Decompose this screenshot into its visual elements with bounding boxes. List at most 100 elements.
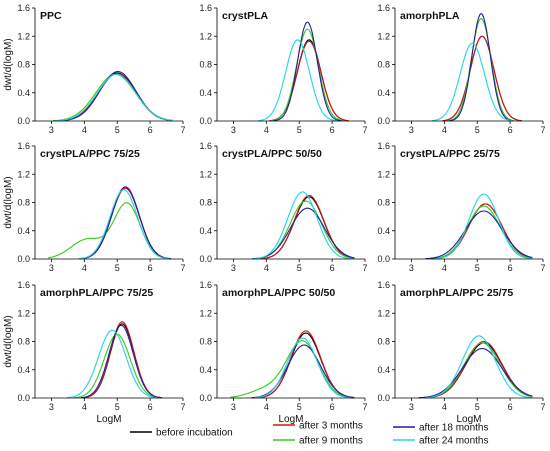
y-axis-label: dwt/d(logM) [3, 176, 14, 228]
series-line-after-9-months [48, 202, 170, 260]
x-axis-label: LogM [96, 414, 121, 425]
x-tick-label: 3 [231, 125, 236, 135]
legend-label: after 3 months [299, 421, 363, 432]
y-tick-label: 0.8 [17, 60, 30, 70]
y-tick-label: 0.0 [377, 254, 390, 264]
series-line-after-18-months [251, 344, 355, 399]
x-tick-label: 4 [82, 125, 87, 135]
x-tick-label: 5 [115, 402, 120, 412]
series-line-after-24-months [425, 335, 533, 399]
panel-curves [53, 71, 173, 122]
x-tick-label: 5 [297, 402, 302, 412]
series-line-before-incubation [82, 323, 162, 399]
series-line-after-3-months [257, 330, 355, 399]
panel-title: crystPLA/PPC 75/25 [40, 148, 140, 160]
x-tick-label: 3 [231, 263, 236, 273]
y-tick-label: 1.2 [377, 308, 390, 318]
x-tick-label: 7 [362, 402, 367, 412]
series-line-after-24-months [431, 42, 513, 122]
x-tick-label: 5 [115, 263, 120, 273]
panel-title: amorphPLA/PPC 75/25 [40, 287, 153, 299]
y-tick-label: 1.6 [377, 280, 390, 290]
y-tick-label: 0.8 [377, 60, 390, 70]
panel-title: amorphPLA [400, 10, 460, 22]
series-line-after-24-months [253, 191, 352, 260]
y-tick-label: 0.8 [199, 60, 212, 70]
panel-curves [258, 21, 349, 122]
y-tick-label: 0.0 [199, 254, 212, 264]
y-tick-label: 0.8 [17, 198, 30, 208]
series-line-after-18-months [252, 207, 355, 260]
series-line-before-incubation [442, 35, 522, 122]
series-line-after-18-months [418, 348, 533, 399]
y-tick-label: 0.0 [17, 254, 30, 264]
y-tick-label: 0.8 [377, 198, 390, 208]
y-tick-label: 0.4 [17, 226, 30, 236]
panel-title: crystPLA/PPC 50/50 [222, 148, 322, 160]
panel-curves [418, 335, 533, 399]
panel-title: amorphPLA/PPC 25/75 [400, 287, 513, 299]
series-line-after-3-months [269, 40, 349, 122]
series-line-after-9-months [431, 205, 533, 260]
y-tick-label: 0.4 [17, 88, 30, 98]
x-tick-label: 7 [180, 402, 185, 412]
y-tick-label: 0.8 [17, 337, 30, 347]
y-tick-label: 1.6 [17, 141, 30, 151]
panel-amorphpla-ppc-75-25: 3 4 5 6 7 0.0 0.4 0.8 1.2 1.6 amorphPLA/PPC 75/25 d… [3, 280, 186, 425]
x-tick-label: 6 [508, 402, 513, 412]
panel-crystpla-ppc-75-25: 3 4 5 6 7 0.0 0.4 0.8 1.2 1.6 crystPLA/PPC 75/25 dw… [3, 141, 186, 273]
legend-item-before-incubation: before incubation [130, 428, 233, 439]
series-line-before-incubation [58, 72, 173, 122]
x-tick-label: 3 [409, 402, 414, 412]
legend-item-after-3-months: after 3 months [273, 421, 363, 432]
x-tick-label: 4 [264, 402, 269, 412]
series-line-after-9-months [53, 73, 173, 122]
y-tick-label: 0.0 [199, 393, 212, 403]
x-tick-label: 6 [330, 125, 335, 135]
series-line-after-24-months [67, 329, 158, 399]
panel-title: crystPLA/PPC 25/75 [400, 148, 500, 160]
y-tick-label: 0.8 [199, 337, 212, 347]
x-tick-label: 3 [49, 263, 54, 273]
x-tick-label: 7 [540, 125, 545, 135]
x-axis-label: LogM [456, 414, 481, 425]
y-tick-label: 0.8 [377, 337, 390, 347]
x-tick-label: 7 [180, 125, 185, 135]
y-tick-label: 0.4 [377, 226, 390, 236]
y-tick-label: 1.2 [199, 308, 212, 318]
panel-crystpla-ppc-25-75: 3 4 5 6 7 0.0 0.4 0.8 1.2 1.6 crystPLA/PPC 25/75 [377, 141, 545, 273]
x-tick-label: 7 [540, 263, 545, 273]
panel-amorphpla: 3 4 5 6 7 0.0 0.4 0.8 1.2 1.6 amorphPLA [377, 3, 545, 135]
x-tick-label: 6 [148, 125, 153, 135]
y-tick-label: 1.2 [17, 31, 30, 41]
series-line-after-18-months [273, 21, 342, 122]
y-tick-label: 1.2 [17, 308, 30, 318]
series-line-after-3-months [80, 187, 171, 260]
x-tick-label: 3 [409, 125, 414, 135]
series-line-after-9-months [423, 342, 533, 399]
y-tick-label: 1.6 [199, 3, 212, 13]
x-tick-label: 7 [362, 125, 367, 135]
panel-ppc: 3 4 5 6 7 0.0 0.4 0.8 1.2 1.6 PPC dwt/d(logM) [3, 3, 186, 135]
x-tick-label: 4 [264, 263, 269, 273]
y-tick-label: 0.4 [377, 88, 390, 98]
series-line-after-24-months [78, 189, 170, 260]
x-tick-label: 5 [475, 263, 480, 273]
series-line-after-18-months [80, 186, 171, 260]
series-line-before-incubation [425, 342, 533, 399]
y-tick-label: 1.6 [199, 141, 212, 151]
series-line-after-3-months [442, 35, 522, 122]
x-tick-label: 4 [442, 402, 447, 412]
legend-item-after-9-months: after 9 months [273, 436, 363, 447]
legend-item-after-24-months: after 24 months [393, 436, 488, 447]
legend-label: after 24 months [419, 436, 488, 447]
panel-curves [425, 193, 533, 260]
x-tick-label: 5 [475, 125, 480, 135]
legend: before incubation after 3 months after 9 m… [130, 421, 488, 447]
y-tick-label: 0.0 [199, 116, 212, 126]
y-tick-label: 1.2 [17, 169, 30, 179]
x-tick-label: 7 [180, 263, 185, 273]
series-line-after-9-months [74, 333, 161, 399]
